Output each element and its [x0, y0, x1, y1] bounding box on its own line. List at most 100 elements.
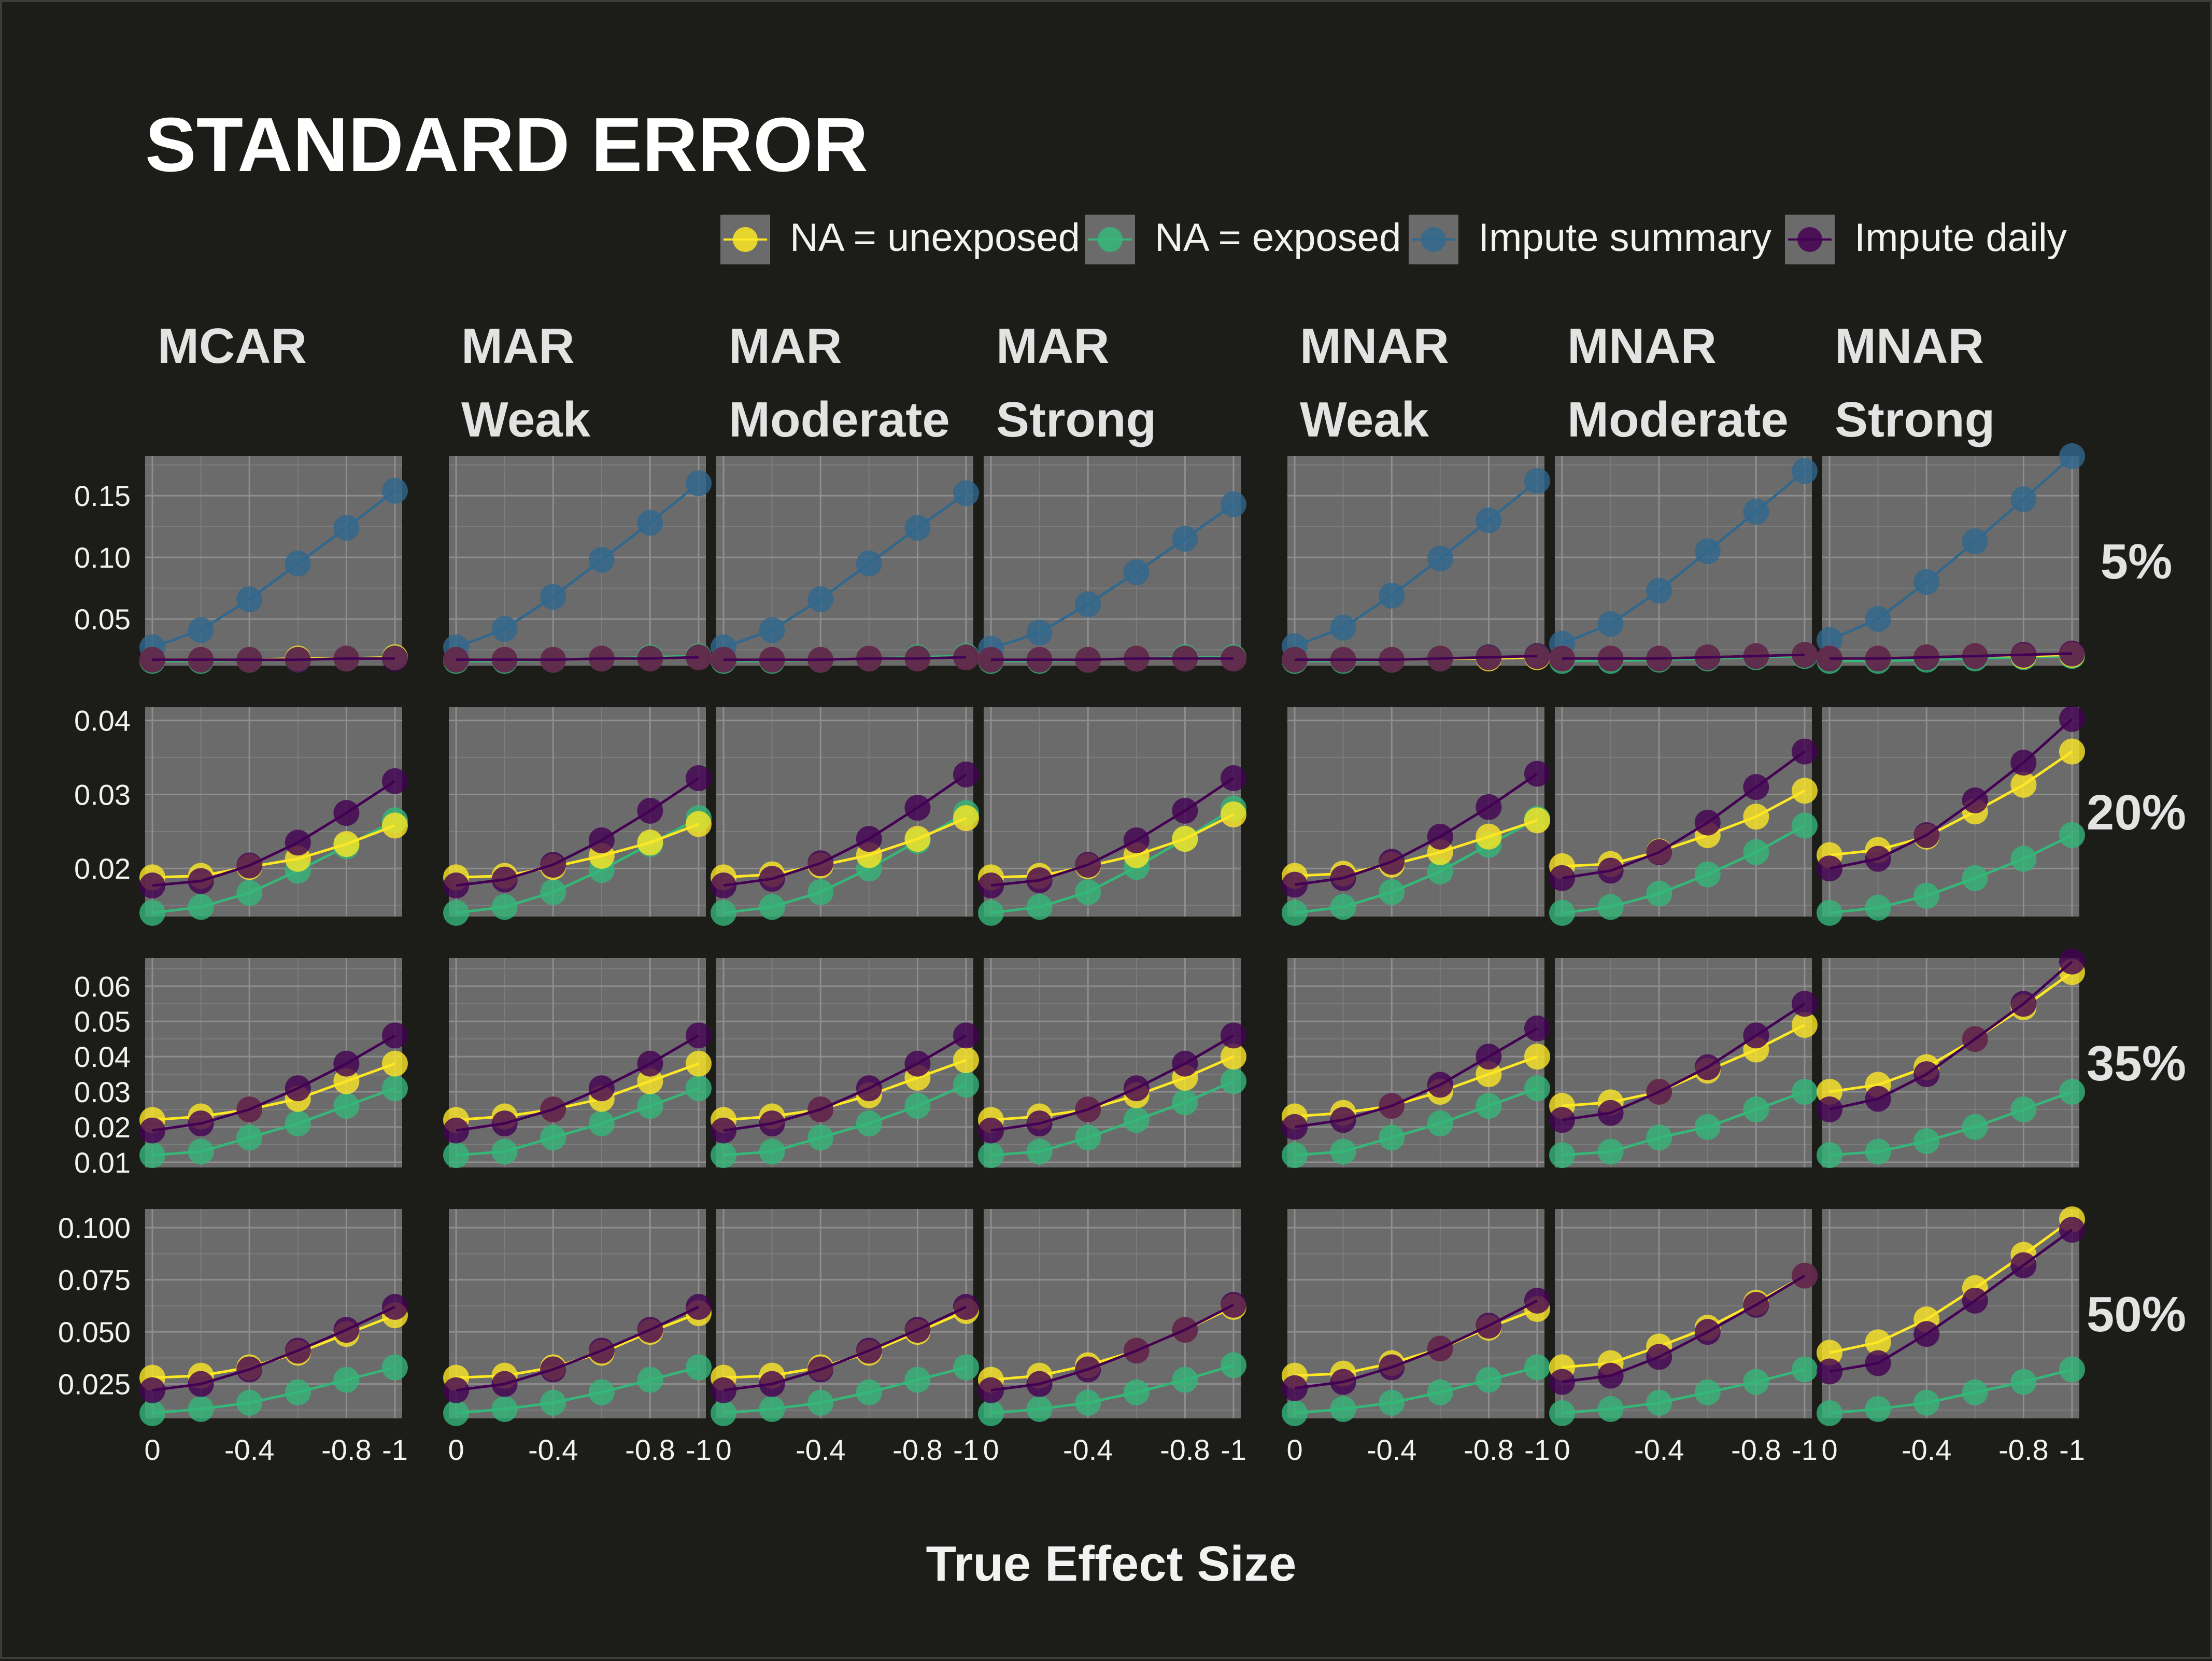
data-point	[588, 1075, 615, 1102]
y-tick-label: 0.075	[58, 1264, 131, 1297]
data-point	[711, 646, 737, 673]
data-point	[236, 1124, 263, 1151]
data-point	[1913, 1128, 1940, 1155]
x-tick-label: -0.4	[1634, 1433, 1684, 1466]
data-point	[285, 550, 311, 576]
data-point	[188, 1396, 214, 1422]
data-point	[1220, 1068, 1246, 1094]
panel	[1549, 707, 1818, 926]
column-label-line1: MAR	[996, 318, 1110, 374]
data-point	[1427, 1110, 1453, 1137]
x-tick-label: 0	[983, 1433, 999, 1466]
panel	[1817, 443, 2085, 674]
data-point	[807, 586, 834, 612]
data-point	[1379, 1093, 1405, 1119]
data-point	[1524, 807, 1550, 834]
panel-background	[716, 707, 973, 917]
x-tick-label: 0	[1286, 1433, 1302, 1466]
x-tick-label: -1	[1792, 1433, 1818, 1466]
y-tick-label: 0.10	[74, 541, 131, 574]
data-point	[904, 1050, 931, 1077]
data-point	[333, 831, 360, 857]
y-tick-label: 0.15	[74, 480, 131, 512]
data-point	[1597, 857, 1624, 884]
data-point	[1962, 1114, 1988, 1140]
data-point	[1075, 1124, 1101, 1151]
data-point	[2010, 486, 2037, 513]
data-point	[1476, 507, 1502, 533]
row-label: 35%	[2087, 1036, 2186, 1091]
legend-marker	[1098, 227, 1123, 252]
data-point	[236, 852, 263, 879]
legend-entry: NA = exposed	[1085, 215, 1401, 264]
data-point	[2059, 443, 2085, 469]
data-point	[1330, 1138, 1356, 1165]
data-point	[1865, 846, 1891, 872]
data-point	[333, 514, 360, 541]
row-label: 20%	[2087, 785, 2186, 840]
x-tick-label: -1	[1221, 1433, 1246, 1466]
data-point	[1646, 645, 1672, 672]
panel	[1549, 456, 1818, 674]
data-point	[978, 1400, 1004, 1426]
data-point	[1476, 1093, 1502, 1119]
data-point	[685, 1050, 712, 1077]
data-point	[443, 1377, 470, 1403]
x-tick-label: 0	[448, 1433, 464, 1466]
data-point	[1962, 1287, 1988, 1314]
row-label: 50%	[2087, 1287, 2186, 1342]
data-point	[953, 1293, 979, 1320]
data-point	[1172, 826, 1198, 852]
x-tick-label: -0.4	[528, 1433, 578, 1466]
data-point	[978, 899, 1004, 926]
data-point	[1597, 1100, 1624, 1126]
data-point	[1549, 645, 1576, 672]
x-tick-label: 0	[1821, 1433, 1837, 1466]
data-point	[1549, 1369, 1576, 1395]
panel	[1817, 948, 2085, 1169]
data-point	[856, 1110, 882, 1137]
data-point	[1791, 1079, 1818, 1105]
data-point	[491, 646, 518, 673]
data-point	[333, 1367, 360, 1393]
data-point	[139, 1117, 166, 1144]
data-point	[1817, 1358, 1843, 1385]
data-point	[491, 1110, 518, 1137]
legend-label: Impute summary	[1478, 216, 1771, 260]
data-point	[588, 1110, 615, 1137]
data-point	[1694, 861, 1721, 888]
data-point	[333, 800, 360, 826]
panel-background	[1555, 456, 1812, 666]
data-point	[759, 1371, 785, 1397]
data-point	[188, 1138, 214, 1165]
data-point	[1220, 1044, 1246, 1070]
data-point	[1427, 645, 1453, 672]
x-tick-label: -1	[382, 1433, 408, 1466]
data-point	[1646, 880, 1672, 907]
data-point	[1597, 1396, 1624, 1422]
data-point	[637, 1050, 663, 1077]
x-tick-label: -0.8	[1160, 1433, 1210, 1466]
data-point	[381, 1050, 408, 1077]
column-labels: MCAR MAR Weak MAR Moderate MAR Strong MNAR Weak M…	[158, 318, 1995, 447]
data-point	[1476, 1313, 1502, 1339]
panel	[978, 958, 1246, 1169]
data-point	[1694, 1379, 1721, 1405]
column-label-line2: Strong	[996, 392, 1156, 447]
data-point	[759, 617, 785, 643]
data-point	[807, 646, 834, 673]
data-point	[1026, 867, 1053, 894]
panel-background	[449, 707, 706, 917]
data-point	[139, 1142, 166, 1169]
data-point	[1962, 528, 1988, 555]
data-point	[588, 546, 615, 573]
data-point	[1791, 1262, 1818, 1289]
data-point	[1524, 1354, 1550, 1381]
data-point	[1791, 812, 1818, 839]
data-point	[540, 646, 566, 673]
data-point	[711, 1117, 737, 1144]
data-point	[978, 1377, 1004, 1403]
data-point	[333, 1317, 360, 1343]
x-tick-label: -0.4	[1367, 1433, 1417, 1466]
data-point	[1172, 1317, 1198, 1343]
